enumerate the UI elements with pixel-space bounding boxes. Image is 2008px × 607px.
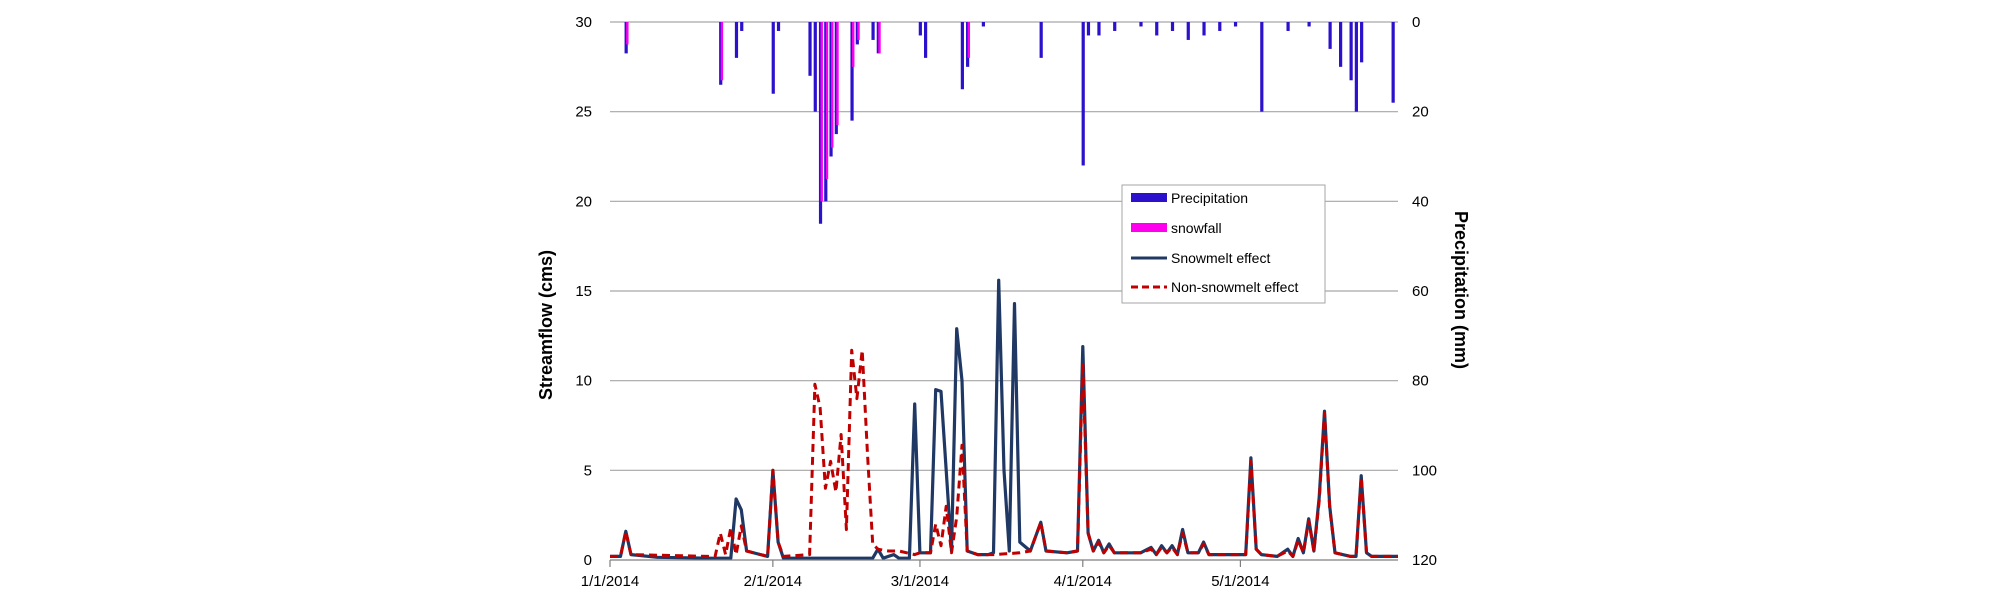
bar-precipitation-14	[871, 22, 875, 40]
legend-label-non-snowmelt: Non-snowmelt effect	[1171, 279, 1298, 295]
legend: Precipitation snowfall Snowmelt effect N…	[1121, 184, 1326, 304]
bar-precipitation-41	[1391, 22, 1395, 103]
bar-snowfall-1	[720, 22, 724, 81]
streamflow-lines	[610, 278, 1398, 560]
bar-precipitation-16	[918, 22, 922, 36]
bar-snowfall-5	[836, 22, 839, 126]
tick-labels: 0 5 10 15 20 25 30 0 20 40 60 80 100 120 1/1/2014 2/1/2…	[575, 14, 1437, 590]
bar-precipitation-21	[1039, 22, 1043, 58]
legend-swatch-precipitation	[1131, 193, 1167, 202]
legend-box	[1121, 184, 1326, 304]
y-tick-label-0: 0	[584, 552, 592, 569]
bar-precipitation-35	[1307, 22, 1311, 27]
bar-precipitation-28	[1170, 22, 1175, 31]
bar-precipitation-3	[740, 22, 744, 31]
bar-precipitation-6	[808, 22, 812, 76]
y-tick-label-15: 15	[575, 283, 592, 300]
bar-snowfall-9	[967, 22, 971, 58]
y-tick-label-10: 10	[575, 373, 592, 390]
x-tick-label-0: 1/1/2014	[581, 573, 639, 590]
bar-precipitation-27	[1155, 22, 1159, 36]
bar-precipitation-32	[1233, 22, 1238, 27]
bar-snowfall-2	[820, 22, 823, 202]
y2-tick-label-40: 40	[1412, 193, 1429, 210]
bar-precipitation-15	[876, 22, 880, 54]
bar-precipitation-23	[1086, 22, 1091, 36]
bar-precipitation-33	[1260, 22, 1264, 112]
bar-precipitation-34	[1286, 22, 1290, 31]
bar-precipitation-26	[1139, 22, 1143, 27]
precipitation-bars	[624, 22, 1395, 224]
bar-precipitation-22	[1081, 22, 1085, 166]
axes	[609, 559, 1398, 567]
y2-tick-label-80: 80	[1412, 373, 1429, 390]
bar-snowfall-3	[825, 22, 829, 179]
bar-precipitation-37	[1339, 22, 1343, 67]
bar-snowfall-4	[831, 22, 834, 148]
legend-label-snowmelt: Snowmelt effect	[1171, 250, 1270, 266]
bar-precipitation-17	[924, 22, 928, 58]
bar-precipitation-7	[813, 22, 817, 112]
y2-tick-label-100: 100	[1412, 462, 1437, 479]
bar-precipitation-5	[776, 22, 781, 31]
bar-snowfall-0	[626, 22, 629, 45]
line-series-non-snowmelt-effect	[610, 348, 1398, 558]
bar-precipitation-18	[960, 22, 964, 90]
bar-precipitation-39	[1354, 22, 1358, 112]
legend-label-snowfall: snowfall	[1171, 220, 1222, 236]
bar-precipitation-24	[1097, 22, 1101, 36]
legend-label-precipitation: Precipitation	[1171, 190, 1248, 206]
y2-tick-label-0: 0	[1412, 14, 1420, 31]
x-tick-label-4: 5/1/2014	[1211, 573, 1269, 590]
bar-precipitation-31	[1218, 22, 1222, 31]
bar-precipitation-20	[981, 22, 985, 27]
bar-precipitation-38	[1349, 22, 1353, 81]
y2-tick-label-60: 60	[1412, 283, 1429, 300]
y-tick-label-30: 30	[575, 14, 592, 31]
bar-precipitation-25	[1113, 22, 1117, 31]
line-series-snowmelt-effect	[610, 278, 1398, 560]
y2-tick-label-20: 20	[1412, 104, 1429, 121]
bar-precipitation-29	[1186, 22, 1190, 40]
y2-tick-label-120: 120	[1412, 552, 1437, 569]
legend-swatch-snowfall	[1131, 223, 1167, 232]
bar-precipitation-12	[850, 22, 854, 121]
bar-precipitation-9	[824, 22, 828, 202]
x-tick-label-3: 4/1/2014	[1054, 573, 1112, 590]
bar-precipitation-40	[1360, 22, 1364, 63]
bar-snowfall-8	[878, 22, 881, 54]
bar-snowfall-7	[857, 22, 860, 40]
y2-axis-title: Precipitation (mm)	[1451, 211, 1471, 369]
y-tick-label-20: 20	[575, 193, 592, 210]
bar-precipitation-4	[771, 22, 775, 94]
y-axis-title: Streamflow (cms)	[536, 250, 556, 400]
x-tick-label-2: 3/1/2014	[891, 573, 949, 590]
bar-precipitation-36	[1328, 22, 1332, 49]
bar-snowfall-6	[852, 22, 855, 67]
bar-precipitation-2	[734, 22, 739, 58]
y-tick-label-5: 5	[584, 462, 592, 479]
x-tick-label-1: 2/1/2014	[744, 573, 802, 590]
y-tick-label-25: 25	[575, 104, 592, 121]
bar-precipitation-30	[1202, 22, 1206, 36]
